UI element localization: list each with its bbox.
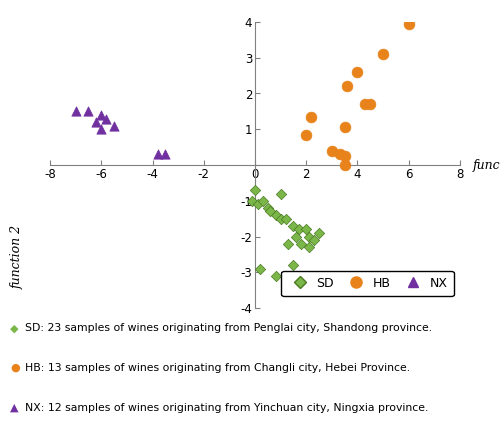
SD	[272, 272, 280, 279]
HB	[336, 151, 344, 158]
Text: function 2: function 2	[10, 224, 24, 289]
NX	[162, 151, 170, 158]
Text: SD: 23 samples of wines originating from Penglai city, Shandong province.: SD: 23 samples of wines originating from…	[25, 323, 432, 334]
SD	[276, 190, 284, 197]
SD	[264, 204, 272, 212]
SD	[315, 229, 323, 236]
SD	[305, 244, 313, 251]
SD	[302, 226, 310, 233]
NX	[84, 108, 92, 115]
HB	[340, 161, 348, 169]
Text: ●: ●	[10, 363, 20, 373]
Text: function 1: function 1	[473, 158, 500, 172]
Text: ▲: ▲	[10, 403, 18, 413]
Legend: SD, HB, NX: SD, HB, NX	[282, 271, 454, 296]
SD	[290, 222, 298, 229]
HB	[404, 20, 412, 27]
SD	[248, 197, 256, 204]
HB	[343, 83, 351, 90]
SD	[254, 201, 262, 208]
HB	[328, 147, 336, 154]
SD	[272, 212, 280, 219]
NX	[110, 122, 118, 129]
SD	[290, 261, 298, 268]
SD	[294, 226, 302, 233]
Text: HB: 13 samples of wines originating from Changli city, Hebei Province.: HB: 13 samples of wines originating from…	[25, 363, 410, 373]
HB	[361, 101, 369, 108]
SD	[310, 237, 318, 244]
HB	[302, 131, 310, 138]
HB	[354, 69, 362, 76]
SD	[292, 233, 300, 240]
NX	[72, 108, 80, 115]
NX	[154, 151, 162, 158]
HB	[340, 153, 348, 160]
NX	[97, 111, 106, 118]
SD	[251, 187, 259, 194]
HB	[308, 113, 316, 120]
SD	[266, 208, 274, 215]
Text: ◆: ◆	[10, 323, 18, 334]
Text: NX: 12 samples of wines originating from Yinchuan city, Ningxia province.: NX: 12 samples of wines originating from…	[25, 403, 428, 413]
SD	[256, 265, 264, 272]
SD	[305, 233, 313, 240]
HB	[366, 101, 374, 108]
SD	[258, 197, 266, 204]
NX	[92, 119, 100, 126]
SD	[284, 240, 292, 247]
NX	[102, 115, 110, 122]
HB	[379, 51, 387, 58]
SD	[282, 215, 290, 222]
SD	[276, 215, 284, 222]
NX	[97, 126, 106, 133]
SD	[297, 240, 305, 247]
HB	[340, 124, 348, 131]
